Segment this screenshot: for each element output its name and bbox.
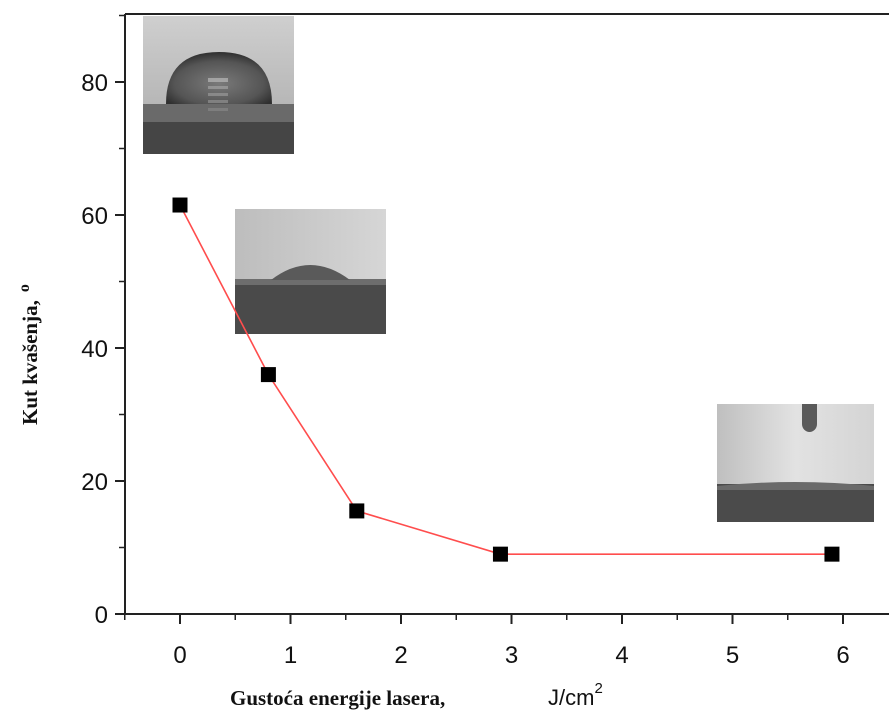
- x-tick-label-4: 4: [615, 642, 628, 669]
- y-tick-label-40: 40: [81, 336, 108, 363]
- x-tick-label-2: 2: [394, 642, 407, 669]
- x-axis-unit-base: J/cm: [548, 685, 594, 710]
- droplet-image-medium-angle: [235, 209, 386, 334]
- data-point-3: [492, 546, 508, 562]
- y-tick-label-20: 20: [81, 469, 108, 496]
- data-point-4: [824, 546, 840, 562]
- y-tick-label-80: 80: [81, 70, 108, 97]
- x-tick-label-6: 6: [836, 642, 849, 669]
- y-axis-label: Kut kvašenja,o: [16, 284, 42, 425]
- data-point-2: [349, 503, 365, 519]
- y-tick-label-0: 0: [95, 602, 108, 629]
- x-axis-label: Gustoća energije lasera,: [230, 686, 445, 710]
- y-axis-unit: o: [16, 284, 33, 292]
- x-tick-label-1: 1: [284, 642, 297, 669]
- x-tick-label-3: 3: [505, 642, 518, 669]
- y-axis-label-group: Kut kvašenja,o: [16, 284, 42, 425]
- x-axis-unit: J/cm2: [548, 680, 603, 710]
- y-tick-label-60: 60: [81, 203, 108, 230]
- x-axis-unit-sup: 2: [594, 680, 602, 697]
- droplet-image-high-angle: [143, 16, 294, 154]
- ticks-layer: [115, 14, 844, 624]
- markers-layer: [172, 197, 840, 562]
- data-point-0: [172, 197, 188, 213]
- droplet-image-low-angle: [717, 404, 874, 522]
- data-point-1: [260, 367, 276, 383]
- x-tick-label-5: 5: [726, 642, 739, 669]
- x-tick-label-0: 0: [173, 642, 186, 669]
